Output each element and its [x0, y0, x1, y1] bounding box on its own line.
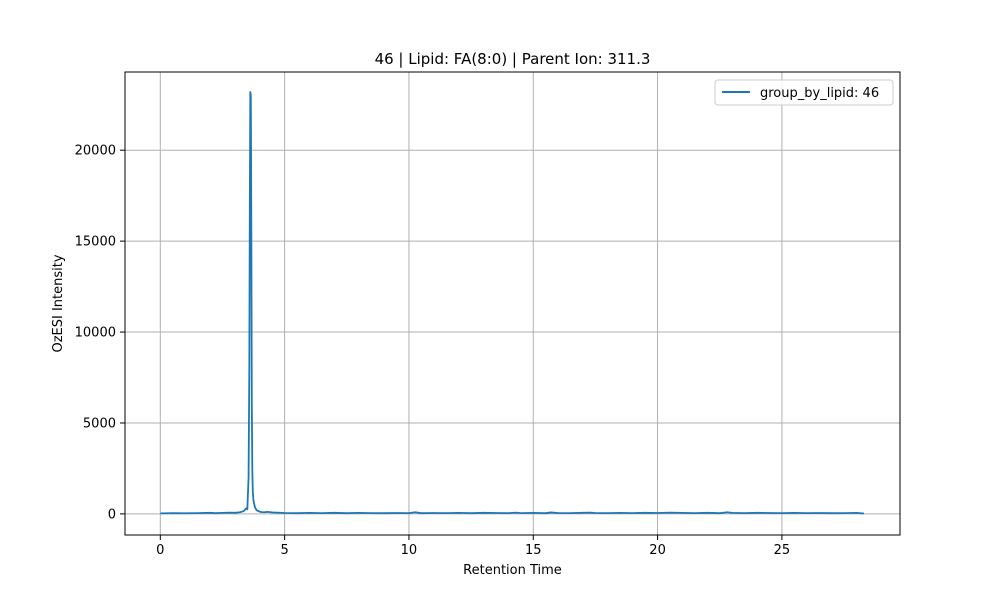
y-axis-label: OzESI Intensity	[51, 254, 66, 352]
axis-ticks: 0 5 10 15 20 25 0 5000 10000 15000 20000	[75, 144, 791, 558]
x-axis-label: Retention Time	[463, 563, 562, 578]
y-tick-label: 0	[108, 507, 116, 522]
x-tick-label: 10	[401, 543, 418, 558]
plot-frame	[124, 71, 901, 536]
x-tick-label: 5	[280, 543, 288, 558]
chart-title: 46 | Lipid: FA(8:0) | Parent Ion: 311.3	[375, 50, 651, 68]
series-layer	[160, 91, 865, 515]
x-tick-label: 20	[649, 543, 666, 558]
y-tick-label: 5000	[83, 416, 116, 431]
legend-label: group_by_lipid: 46	[760, 86, 879, 101]
y-tick-label: 15000	[75, 235, 116, 250]
legend: group_by_lipid: 46	[714, 79, 894, 106]
x-tick-label: 15	[525, 543, 542, 558]
series-line	[160, 91, 865, 515]
y-tick-label: 10000	[75, 326, 116, 341]
x-tick-label: 0	[156, 543, 164, 558]
x-tick-label: 25	[774, 543, 791, 558]
legend-box	[714, 79, 894, 106]
y-tick-label: 20000	[75, 144, 116, 159]
